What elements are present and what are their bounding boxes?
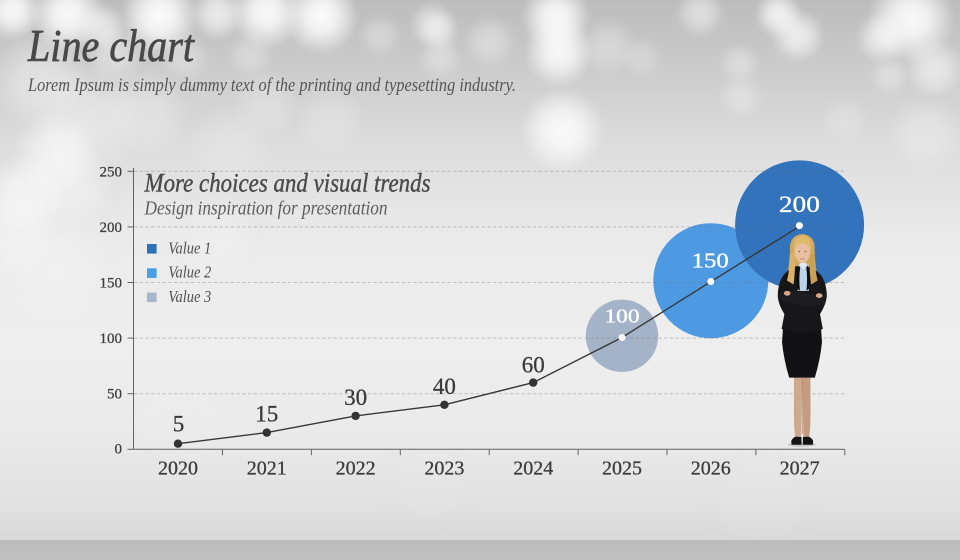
svg-text:More choices and visual trends: More choices and visual trends — [144, 169, 431, 198]
svg-text:Design inspiration for present: Design inspiration for presentation — [144, 198, 388, 220]
svg-text:2023: 2023 — [424, 458, 464, 480]
svg-text:2021: 2021 — [247, 458, 287, 480]
svg-text:30: 30 — [344, 385, 367, 410]
svg-text:40: 40 — [433, 374, 456, 399]
svg-text:200: 200 — [100, 220, 123, 236]
svg-text:100: 100 — [100, 331, 123, 347]
svg-text:60: 60 — [522, 353, 545, 378]
svg-text:150: 150 — [692, 249, 729, 273]
svg-text:250: 250 — [100, 164, 123, 180]
svg-text:2024: 2024 — [513, 458, 553, 480]
svg-text:Value 1: Value 1 — [168, 238, 211, 257]
svg-text:Lorem Ipsum is simply dummy te: Lorem Ipsum is simply dummy text of the … — [27, 75, 516, 96]
svg-text:2022: 2022 — [336, 458, 376, 480]
svg-text:Value 2: Value 2 — [168, 263, 211, 282]
svg-text:15: 15 — [255, 402, 278, 427]
svg-text:0: 0 — [115, 442, 123, 458]
svg-text:2025: 2025 — [602, 458, 642, 480]
svg-text:2027: 2027 — [780, 458, 820, 480]
svg-text:150: 150 — [100, 276, 123, 292]
svg-text:2026: 2026 — [691, 458, 731, 480]
svg-text:100: 100 — [605, 306, 640, 328]
svg-text:50: 50 — [107, 387, 122, 403]
svg-text:200: 200 — [779, 192, 820, 217]
svg-text:2020: 2020 — [158, 458, 198, 480]
svg-text:5: 5 — [173, 412, 185, 437]
svg-text:Line chart: Line chart — [27, 20, 195, 71]
svg-text:Value 3: Value 3 — [168, 287, 211, 306]
